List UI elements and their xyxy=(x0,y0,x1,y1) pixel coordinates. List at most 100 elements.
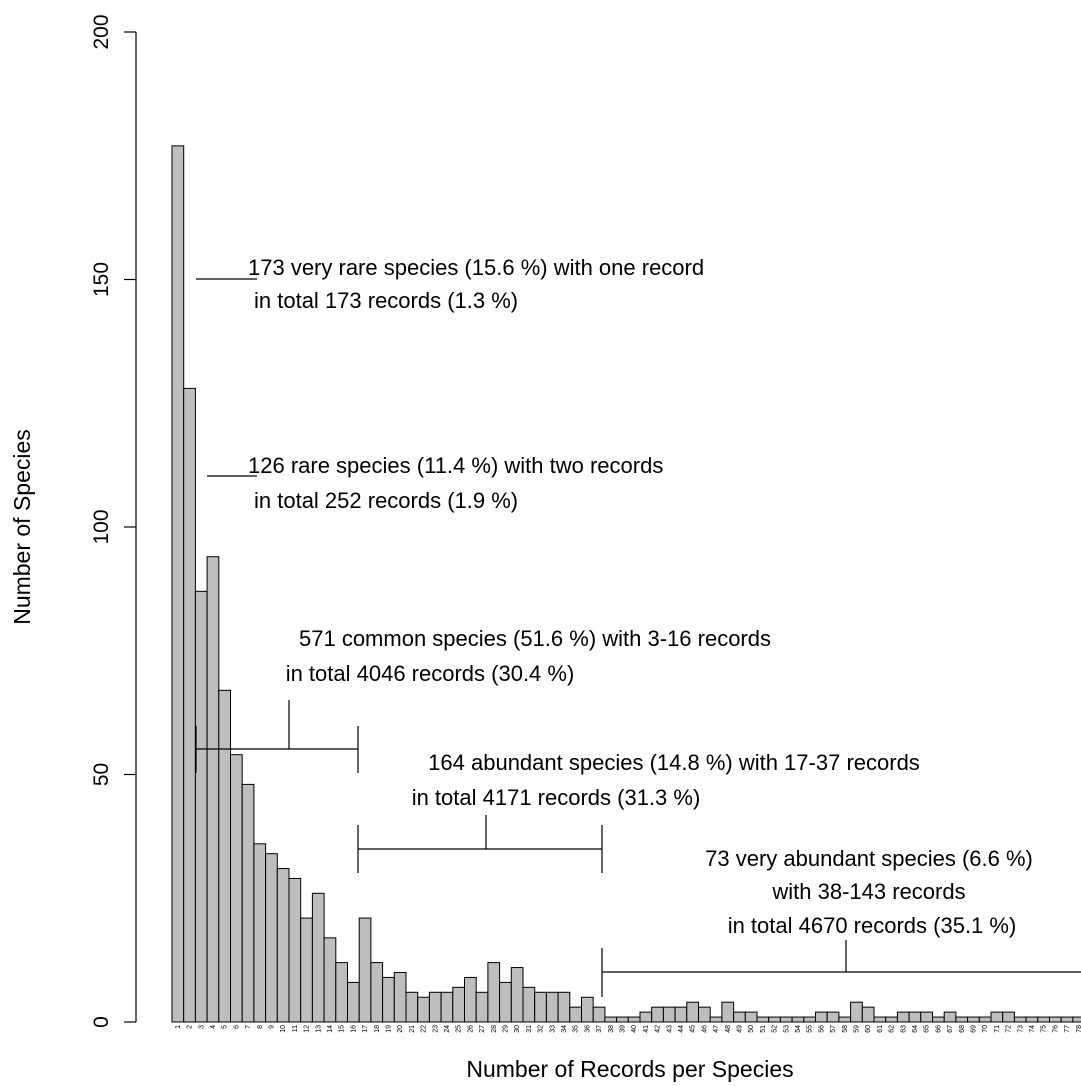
x-tick-label: 27 xyxy=(479,1025,486,1033)
x-tick-label: 39 xyxy=(619,1025,626,1033)
x-tick-label: 29 xyxy=(502,1025,509,1033)
bar xyxy=(1013,1016,1027,1023)
bar xyxy=(499,981,512,1023)
bar xyxy=(557,991,571,1023)
bar xyxy=(674,1006,688,1023)
bar xyxy=(768,1016,781,1023)
annotation-common-line1: 571 common species (51.6 %) with 3-16 re… xyxy=(299,626,771,651)
y-tick-label: 150 xyxy=(90,262,113,297)
x-tick-label: 12 xyxy=(304,1025,311,1033)
x-tick-label: 22 xyxy=(421,1025,428,1033)
x-tick-label: 21 xyxy=(409,1025,416,1033)
bar xyxy=(967,1016,980,1023)
annotation-abundant-line2: in total 4171 records (31.3 %) xyxy=(412,785,701,810)
bar xyxy=(861,1006,875,1023)
y-tick-label: 200 xyxy=(90,14,113,49)
bar xyxy=(417,996,430,1023)
annotation-very-abundant-line3: in total 4670 records (35.1 %) xyxy=(728,913,1017,938)
annotation-rare-line1: 126 rare species (11.4 %) with two recor… xyxy=(248,453,663,478)
x-tick-label: 71 xyxy=(994,1025,1001,1033)
bar xyxy=(756,1016,770,1023)
x-tick-label: 11 xyxy=(292,1025,299,1032)
bar xyxy=(721,1001,735,1023)
x-tick-label: 13 xyxy=(315,1025,322,1033)
bar xyxy=(627,1016,641,1023)
bar xyxy=(300,917,313,1023)
bar xyxy=(686,1001,699,1023)
bar xyxy=(803,1016,816,1023)
bar xyxy=(662,1006,676,1023)
x-tick-label: 43 xyxy=(666,1025,673,1033)
bar xyxy=(733,1011,746,1023)
y-tick-label: 50 xyxy=(90,763,113,786)
x-tick-label: 57 xyxy=(830,1025,837,1033)
x-tick-label: 46 xyxy=(701,1025,708,1033)
x-tick-label: 41 xyxy=(643,1025,650,1033)
bar xyxy=(311,892,325,1023)
annotation-rare-line2: in total 252 records (1.9 %) xyxy=(254,488,518,513)
bar xyxy=(335,962,348,1023)
x-tick-label: 68 xyxy=(959,1025,966,1033)
x-tick-label: 47 xyxy=(713,1025,720,1033)
bar xyxy=(616,1016,629,1023)
bar xyxy=(698,1006,711,1023)
annotation-common: 571 common species (51.6 %) with 3-16 re… xyxy=(195,626,771,773)
bar xyxy=(545,991,559,1023)
x-tick-label: 14 xyxy=(327,1025,334,1033)
bar xyxy=(218,689,232,1023)
x-tick-label: 58 xyxy=(842,1025,849,1033)
bar xyxy=(370,962,384,1023)
bars xyxy=(171,145,1081,1023)
bar xyxy=(581,996,594,1023)
bar xyxy=(358,917,372,1023)
bar xyxy=(885,1016,898,1023)
bar xyxy=(475,991,489,1023)
bar xyxy=(569,1006,582,1023)
bar xyxy=(1025,1016,1039,1023)
bar xyxy=(932,1016,945,1023)
bar xyxy=(253,843,267,1023)
bar xyxy=(1072,1016,1081,1023)
x-tick-label: 78 xyxy=(1076,1025,1081,1033)
x-tick-label: 10 xyxy=(280,1025,287,1033)
bar xyxy=(978,1016,992,1023)
x-tick-label: 33 xyxy=(549,1025,556,1033)
bar xyxy=(276,868,290,1023)
bar xyxy=(896,1011,910,1023)
bar xyxy=(955,1016,969,1023)
x-tick-label: 15 xyxy=(339,1025,346,1033)
x-tick-label: 24 xyxy=(444,1025,451,1033)
x-tick-label: 76 xyxy=(1052,1025,1059,1033)
bar xyxy=(1049,1016,1062,1023)
bar xyxy=(347,981,360,1023)
bar xyxy=(464,976,477,1023)
bar xyxy=(651,1006,664,1023)
x-tick-label: 42 xyxy=(655,1025,662,1033)
x-tick-label: 25 xyxy=(456,1025,463,1033)
bar xyxy=(405,991,419,1023)
x-tick-label: 44 xyxy=(678,1025,685,1033)
bar xyxy=(241,783,255,1023)
x-tick-label: 6 xyxy=(233,1025,240,1029)
bar xyxy=(230,754,243,1023)
annotation-very-rare: 173 very rare species (15.6 %) with one … xyxy=(196,255,704,313)
x-axis-title: Number of Records per Species xyxy=(466,1056,793,1082)
x-tick-label: 30 xyxy=(514,1025,521,1033)
x-tick-label: 16 xyxy=(350,1025,357,1033)
bar xyxy=(382,976,395,1023)
x-tick-label: 66 xyxy=(935,1025,942,1033)
x-tick-label: 19 xyxy=(385,1025,392,1033)
annotation-abundant: 164 abundant species (14.8 %) with 17-37… xyxy=(357,750,920,873)
annotation-rare: 126 rare species (11.4 %) with two recor… xyxy=(207,453,663,513)
bar xyxy=(487,962,501,1023)
x-tick-label: 77 xyxy=(1064,1025,1071,1033)
x-tick-label: 17 xyxy=(362,1025,369,1033)
x-tick-label: 7 xyxy=(245,1025,252,1029)
bar xyxy=(288,877,302,1023)
bar xyxy=(1002,1011,1015,1023)
x-tick-label: 45 xyxy=(690,1025,697,1033)
bar xyxy=(920,1011,933,1023)
bar xyxy=(206,556,220,1023)
x-tick-label: 73 xyxy=(1017,1025,1024,1033)
